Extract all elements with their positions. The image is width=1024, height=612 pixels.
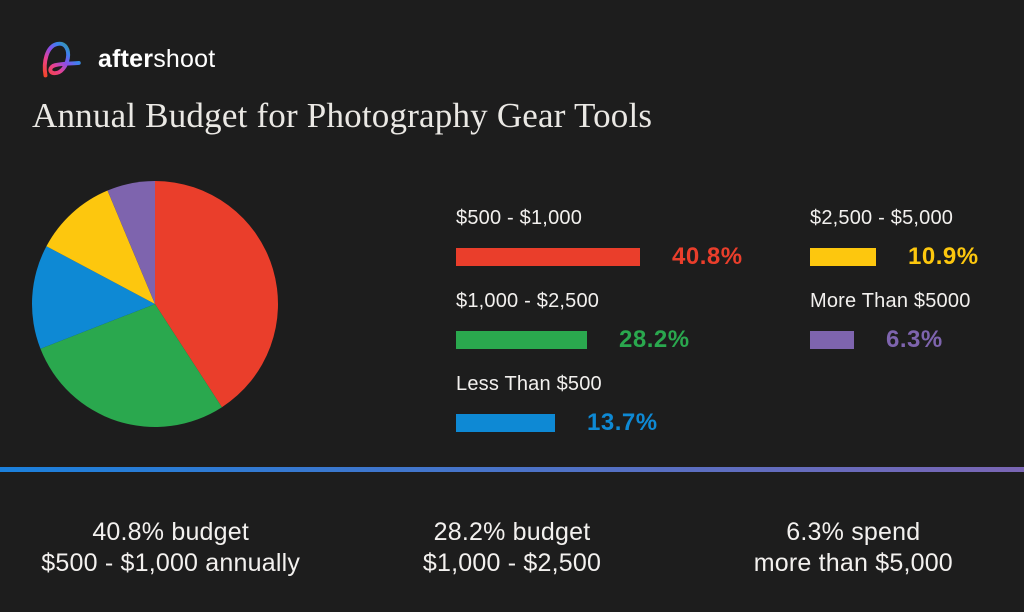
stat-line2: $1,000 - $2,500 — [422, 549, 602, 577]
legend-label: $500 - $1,000 — [456, 207, 583, 229]
legend-bar-row: 10.9% — [810, 243, 979, 271]
legend-item: $2,500 - $5,000 10.9% — [810, 207, 979, 271]
stat-line1: 40.8% budget — [92, 518, 250, 546]
legend-percent: 6.3% — [886, 326, 943, 353]
pie-slice — [46, 190, 155, 304]
legend-swatch-bar — [456, 248, 640, 266]
legend-percent: 40.8% — [672, 243, 743, 270]
pie-chart-svg — [32, 181, 279, 428]
legend-label: Less Than $500 — [456, 373, 602, 395]
stat-block: 28.2% budget $1,000 - $2,500 — [341, 472, 682, 612]
legend-bar-row: 40.8% — [456, 243, 743, 271]
stat-block: 6.3% spend more than $5,000 — [683, 472, 1024, 612]
page-title: Annual Budget for Photography Gear Tools — [32, 96, 653, 135]
pie-slice — [107, 181, 155, 304]
gradient-divider — [0, 467, 1024, 472]
legend-item: Less Than $500 13.7% — [456, 373, 743, 437]
pie-slice — [32, 246, 155, 349]
legend-label: $2,500 - $5,000 — [810, 207, 954, 229]
brand-name-regular: shoot — [153, 44, 216, 73]
stat-line2: $500 - $1,000 annually — [41, 549, 301, 577]
legend-percent: 13.7% — [587, 409, 658, 436]
stat-block: 40.8% budget $500 - $1,000 annually — [0, 472, 341, 612]
brand-logo: aftershoot — [38, 38, 215, 80]
legend-swatch-bar — [456, 331, 587, 349]
legend-label: $1,000 - $2,500 — [456, 290, 600, 312]
legend-percent: 28.2% — [619, 326, 690, 353]
legend-column-right: $2,500 - $5,000 10.9% More Than $5000 6.… — [810, 207, 979, 373]
stat-line2: more than $5,000 — [753, 549, 953, 577]
legend-item: $1,000 - $2,500 28.2% — [456, 290, 743, 354]
brand-name-bold: after — [98, 44, 154, 73]
legend-swatch-bar — [456, 414, 555, 432]
legend-item: $500 - $1,000 40.8% — [456, 207, 743, 271]
stat-line1: 6.3% spend — [786, 518, 921, 546]
legend-label: More Than $5000 — [810, 290, 971, 312]
legend-column-left: $500 - $1,000 40.8% $1,000 - $2,500 28.2… — [456, 207, 743, 456]
legend-bar-row: 13.7% — [456, 409, 743, 437]
legend-bar-row: 28.2% — [456, 326, 743, 354]
brand-name: aftershoot — [98, 45, 215, 74]
legend-swatch-bar — [810, 331, 854, 349]
pie-chart — [31, 180, 279, 428]
stat-line1: 28.2% budget — [433, 518, 591, 546]
pie-slice — [155, 181, 279, 408]
footer-stats: 40.8% budget $500 - $1,000 annually 28.2… — [0, 472, 1024, 612]
legend-swatch-bar — [810, 248, 876, 266]
aftershoot-logo-icon — [42, 41, 81, 78]
legend-bar-row: 6.3% — [810, 326, 979, 354]
legend-percent: 10.9% — [908, 243, 979, 270]
legend-item: More Than $5000 6.3% — [810, 290, 979, 354]
pie-slice — [40, 304, 222, 428]
